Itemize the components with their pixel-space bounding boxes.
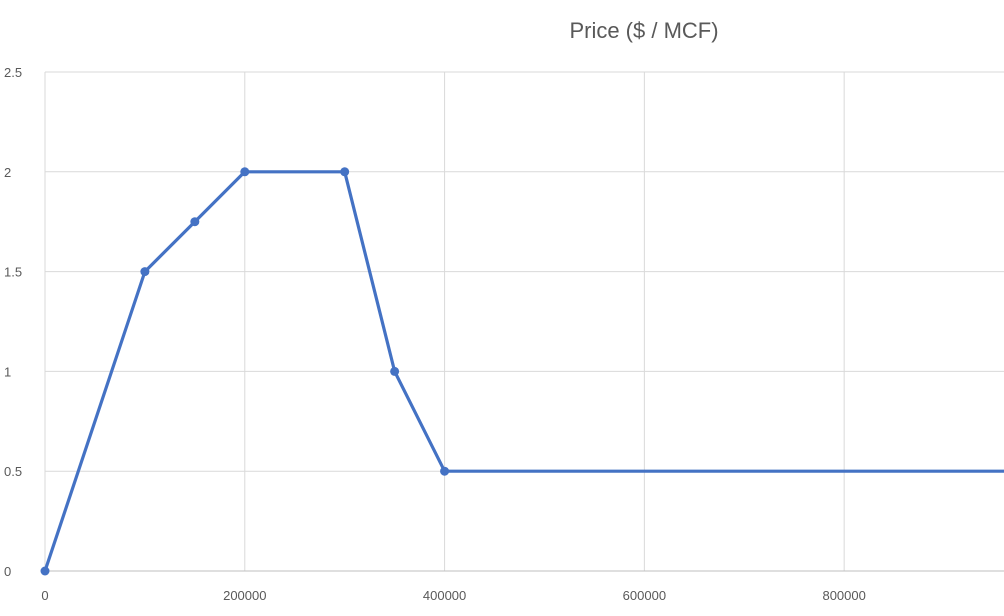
y-tick-label: 0 bbox=[4, 564, 11, 579]
series-line bbox=[43, 170, 1004, 573]
data-point bbox=[190, 217, 200, 227]
data-point bbox=[140, 267, 150, 277]
y-tick-label: 1 bbox=[4, 364, 11, 379]
data-point bbox=[440, 466, 450, 476]
y-tick-label: 2 bbox=[4, 165, 11, 180]
y-tick-label: 2.5 bbox=[4, 65, 22, 80]
x-tick-label: 200000 bbox=[223, 588, 266, 603]
data-point bbox=[40, 566, 50, 576]
grid bbox=[45, 71, 1004, 571]
data-point bbox=[240, 167, 250, 177]
x-tick-label: 800000 bbox=[822, 588, 865, 603]
data-point bbox=[340, 167, 350, 177]
chart-title: Price ($ / MCF) bbox=[569, 18, 718, 43]
y-tick-label: 1.5 bbox=[4, 265, 22, 280]
x-tick-label: 400000 bbox=[423, 588, 466, 603]
data-point bbox=[390, 366, 400, 376]
axes bbox=[44, 72, 1004, 572]
x-tick-label: 600000 bbox=[623, 588, 666, 603]
series-layer bbox=[40, 167, 1004, 576]
tick-labels: 0 0.5 1 1.5 2 2.5 0 200000 400000 600000 800000 bbox=[4, 65, 866, 603]
x-tick-label: 0 bbox=[41, 588, 48, 603]
y-tick-label: 0.5 bbox=[4, 464, 22, 479]
